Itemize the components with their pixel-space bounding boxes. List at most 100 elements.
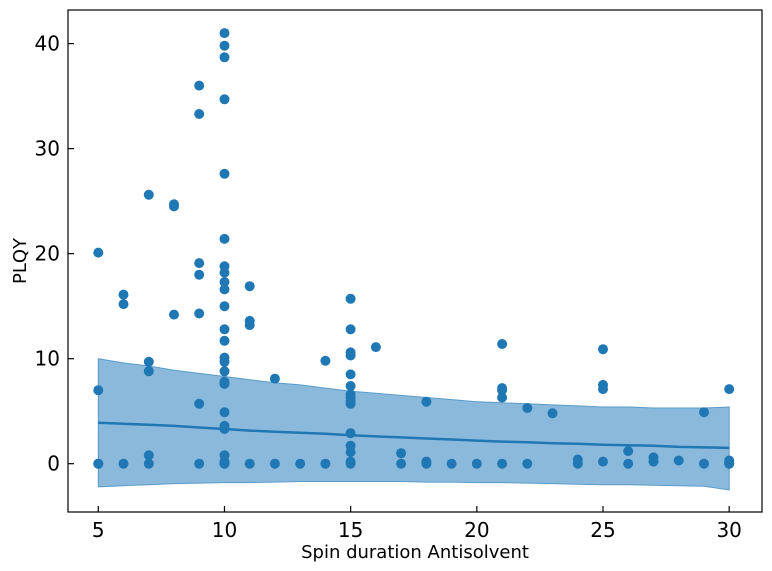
data-point — [598, 456, 608, 467]
y-tick-label: 40 — [35, 32, 60, 56]
data-point — [724, 458, 735, 469]
data-point — [547, 408, 558, 419]
plot-frame — [67, 9, 763, 513]
data-point — [345, 324, 356, 335]
data-point — [219, 407, 230, 418]
data-point — [219, 28, 230, 39]
data-point — [572, 458, 583, 469]
data-points-layer — [93, 28, 735, 469]
data-point — [219, 94, 230, 105]
data-point — [345, 428, 356, 439]
data-point — [598, 384, 608, 395]
data-point — [421, 458, 432, 469]
data-point — [219, 324, 230, 335]
data-point — [194, 269, 205, 280]
data-point — [219, 277, 230, 287]
data-point — [143, 356, 154, 367]
data-point — [699, 458, 709, 469]
data-point — [522, 403, 533, 413]
y-tick-label: 30 — [35, 137, 60, 161]
data-point — [219, 284, 230, 295]
data-point — [345, 350, 356, 361]
data-point — [194, 109, 205, 119]
data-point — [194, 398, 205, 409]
data-point — [244, 320, 255, 331]
x-tick-label: 30 — [716, 518, 741, 542]
data-point — [320, 458, 331, 469]
y-axis-label: PLQY — [10, 237, 31, 284]
data-point — [598, 344, 608, 355]
data-point — [219, 424, 230, 434]
data-point — [118, 299, 129, 310]
data-point — [143, 458, 154, 469]
data-point — [421, 396, 432, 407]
x-axis-label: Spin duration Antisolvent — [301, 542, 529, 563]
data-point — [724, 384, 735, 395]
data-point — [219, 168, 230, 179]
y-tick-label: 10 — [35, 347, 60, 371]
data-point — [93, 247, 104, 258]
data-point — [194, 80, 205, 91]
data-point — [219, 267, 230, 278]
data-point — [269, 373, 280, 384]
data-point — [219, 301, 230, 312]
data-point — [143, 366, 154, 377]
data-point — [295, 458, 306, 469]
data-point — [194, 458, 205, 469]
data-point — [244, 458, 255, 469]
data-point — [118, 458, 129, 469]
data-point — [219, 335, 230, 346]
y-tick-label: 20 — [35, 242, 60, 266]
confidence-band — [97, 358, 730, 491]
data-point — [244, 281, 255, 292]
data-point — [269, 458, 280, 469]
data-point — [219, 356, 230, 367]
data-point — [93, 458, 104, 469]
data-point — [143, 189, 154, 200]
confidence-band-layer — [97, 358, 730, 491]
data-point — [345, 381, 356, 391]
data-point — [345, 398, 356, 409]
data-point — [219, 233, 230, 244]
data-point — [345, 293, 356, 304]
data-point — [497, 458, 508, 469]
data-point — [219, 458, 230, 469]
data-point — [93, 385, 104, 396]
data-point — [345, 369, 356, 380]
ticks-layer: 5 10 15 20 25 30 0 10 20 30 40 — [35, 32, 742, 542]
x-tick-label: 25 — [590, 518, 615, 542]
data-point — [219, 52, 230, 63]
data-point — [194, 308, 205, 319]
data-point — [345, 447, 356, 458]
data-point — [118, 289, 129, 300]
data-point — [320, 355, 331, 366]
data-point — [345, 458, 356, 469]
data-point — [219, 40, 230, 51]
data-point — [623, 458, 634, 469]
data-point — [471, 458, 482, 469]
data-point — [497, 339, 508, 349]
data-point — [446, 458, 457, 469]
x-tick-label: 10 — [212, 518, 237, 542]
data-point — [497, 392, 508, 403]
data-point — [219, 366, 230, 377]
y-tick-label: 0 — [47, 452, 60, 476]
data-point — [143, 450, 154, 461]
data-point — [522, 458, 533, 469]
x-tick-label: 5 — [92, 518, 105, 542]
data-point — [219, 378, 230, 389]
data-point — [396, 458, 407, 469]
data-point — [673, 455, 684, 466]
data-point — [497, 385, 508, 396]
data-point — [699, 407, 709, 418]
data-point — [194, 258, 205, 269]
x-tick-label: 15 — [338, 518, 363, 542]
fit-line-layer — [98, 421, 730, 450]
data-point — [623, 446, 634, 457]
x-tick-label: 20 — [464, 518, 489, 542]
data-point — [169, 309, 179, 320]
fit-line — [98, 421, 730, 450]
data-point — [370, 342, 381, 353]
data-point — [648, 456, 659, 467]
